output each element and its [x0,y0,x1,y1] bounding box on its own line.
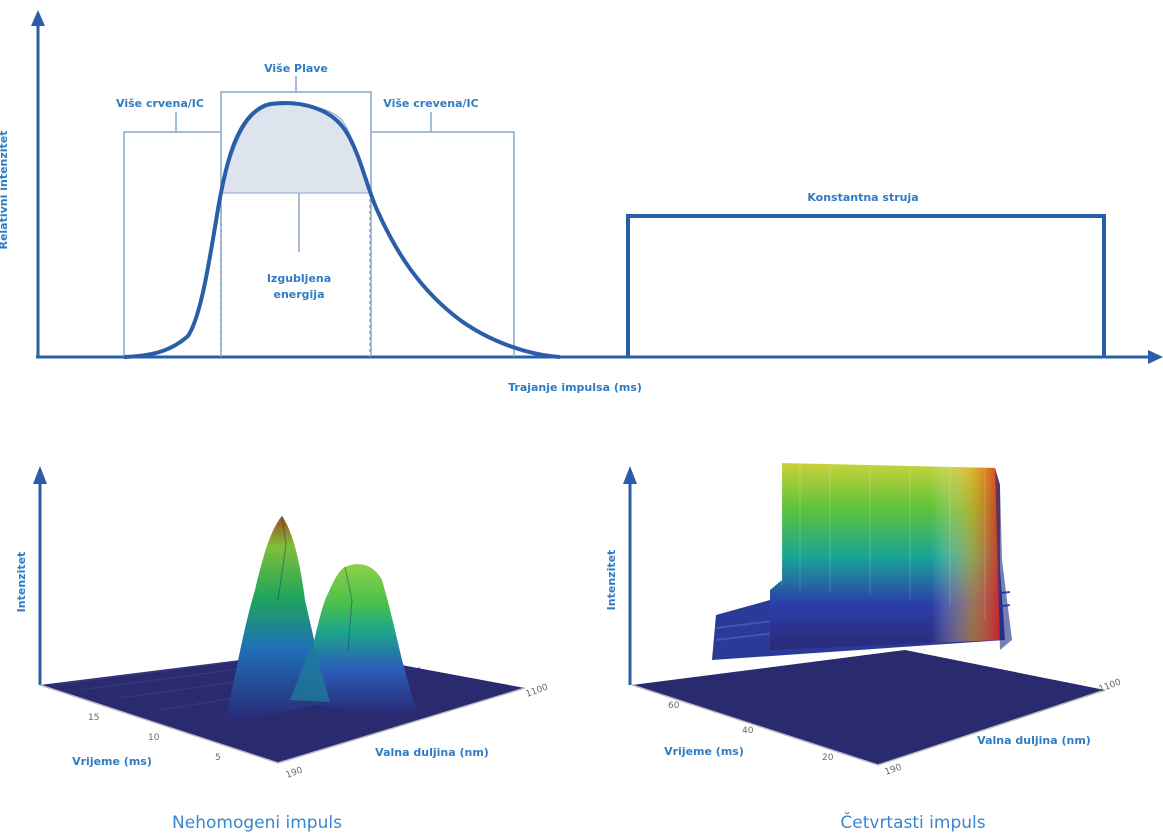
lost-energy-area [220,104,370,194]
br-wall-side [995,468,1012,650]
top-y-label: Relativni intenzitet [0,130,10,249]
bl-time-tick-3: 5 [215,753,221,763]
label-lost-energy-line2: energija [273,288,324,301]
br-square-wall-hue [770,463,1000,650]
constant-current-pulse [626,214,1106,357]
br-floor-edge [631,684,1106,766]
bl-y-label: Intenzitet [15,552,28,613]
label-lost-energy-line1: Izgubljena [267,272,331,285]
br-time-tick-3: 20 [822,753,834,763]
label-more-blue: Više Plave [264,62,328,75]
br-wall-texture [781,463,986,620]
bl-second-peak [300,564,418,714]
bl-wave-tick-low: 190 [285,765,305,780]
br-wave-tick-low: 190 [884,762,904,777]
bl-y-axis-arrow-icon [33,466,47,484]
bl-time-tick-1: 15 [88,713,99,723]
y-axis-arrow-icon [31,10,45,26]
label-more-red-right: Više crevena/IC [383,97,478,110]
top-x-label: Trajanje impulsa (ms) [508,381,642,394]
bl-peak-ridges [277,515,353,651]
red-ir-box-right [370,131,515,357]
bl-x-label: Vrijeme (ms) [72,755,152,768]
bl-valley [290,640,330,702]
bl-floor-texture [59,652,421,711]
label-constant-current: Konstantna struja [807,191,918,204]
br-x-label: Vrijeme (ms) [664,745,744,758]
bl-z-label: Valna duljina (nm) [375,746,489,759]
br-time-tick-2: 40 [742,726,754,736]
br-y-axis-arrow-icon [623,466,637,484]
br-time-tick-1: 60 [668,701,680,711]
bottom-left-plot: Intenzitet 15 10 5 1100 190 Vrijeme (ms)… [15,466,550,833]
top-diagram: Relativni intenzitet Više Plave Više crv… [0,10,1163,394]
x-axis-arrow-icon [1148,350,1163,364]
br-y-label: Intenzitet [605,550,618,611]
bl-caption: Nehomogeni impuls [172,813,342,833]
br-floor [632,650,1105,765]
bl-time-tick-2: 10 [148,733,160,743]
red-ir-box-left [123,131,222,357]
label-more-red-left: Više crvena/IC [116,97,204,110]
bottom-right-plot: Intenzitet 60 40 20 1100 190 Vrijeme (ms… [605,463,1123,833]
bl-wave-tick-high: 1100 [525,682,550,699]
nonhomogeneous-pulse-curve [123,101,561,359]
br-caption: Četvrtasti impuls [840,811,985,833]
br-wave-tick-high: 1100 [1098,677,1123,694]
br-z-label: Valna duljina (nm) [977,734,1091,747]
bl-floor-edge [39,684,526,764]
